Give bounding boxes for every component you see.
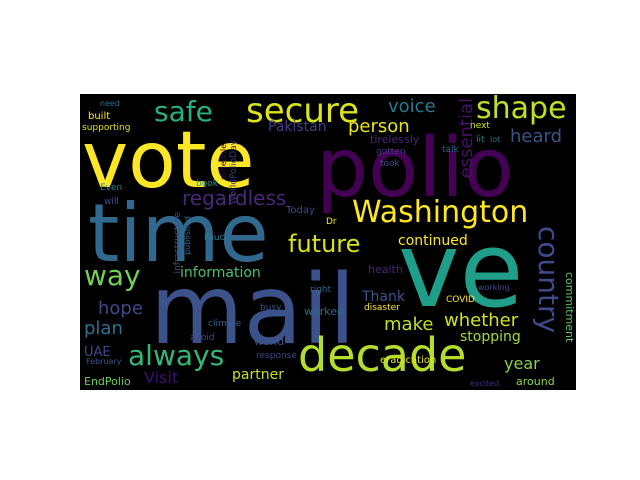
word-pakistan: Pakistan bbox=[268, 119, 327, 135]
word-february: February bbox=[86, 357, 122, 366]
word-year: year bbox=[504, 354, 540, 373]
word-disaster: disaster bbox=[364, 303, 400, 313]
word-time: time bbox=[88, 187, 269, 280]
word-stopping: stopping bbox=[460, 329, 521, 345]
word-ve: ve bbox=[398, 209, 524, 331]
word-climate: climate bbox=[208, 319, 242, 329]
word-country: country bbox=[532, 226, 565, 334]
word-working: working bbox=[478, 283, 510, 292]
word-talk: talk bbox=[442, 145, 459, 155]
word-book: book bbox=[196, 179, 218, 189]
word-lit: lit bbox=[476, 135, 485, 145]
word-around: around bbox=[516, 375, 555, 388]
word-commitment: commitment bbox=[563, 272, 576, 343]
word-whether: whether bbox=[444, 310, 519, 331]
word-infrastructure: infrastructure bbox=[173, 212, 183, 274]
word-uae: UAE bbox=[84, 345, 111, 360]
word-information: information bbox=[180, 265, 261, 281]
word-today: Today bbox=[286, 205, 315, 216]
word-regardless: regardless bbox=[182, 186, 287, 210]
word-right: right bbox=[310, 285, 332, 295]
word-make: make bbox=[384, 314, 434, 335]
word-eradication: eradication bbox=[380, 355, 437, 366]
word-lot: lot bbox=[490, 135, 501, 144]
word-worldpolioday: WorldPolioDay bbox=[229, 140, 239, 205]
word-tirelessly: tirelessly bbox=[370, 133, 420, 146]
word-visit: Visit bbox=[144, 368, 179, 387]
word-published: published bbox=[183, 216, 192, 255]
word-dr: Dr bbox=[326, 217, 337, 227]
word-heard: heard bbox=[510, 126, 563, 147]
word-busy: busy bbox=[260, 303, 282, 313]
word-essential: essential bbox=[456, 98, 477, 179]
word-avoid: avoid bbox=[190, 333, 215, 343]
word-supporting: supporting bbox=[82, 123, 131, 133]
word-took: took bbox=[380, 159, 400, 169]
word-shape: shape bbox=[476, 94, 567, 126]
word-even: Even bbox=[100, 183, 123, 193]
word-continued: continued bbox=[398, 233, 468, 249]
word-will: will bbox=[104, 197, 119, 207]
word-way: way bbox=[84, 259, 141, 292]
word-hope: hope bbox=[98, 298, 143, 319]
word-cloud: vote polio time mail ve decade Washingto… bbox=[80, 94, 576, 390]
word-worked: worked bbox=[304, 305, 344, 318]
word-always: always bbox=[128, 339, 225, 372]
word-next: next bbox=[470, 121, 490, 131]
word-endpolio: EndPolio bbox=[84, 375, 131, 388]
word-response: response bbox=[256, 351, 297, 361]
word-fauci: Fauci bbox=[204, 233, 228, 243]
word-partner: partner bbox=[232, 367, 284, 383]
word-health: health bbox=[368, 263, 403, 276]
word-vote: vote bbox=[82, 116, 255, 206]
word-mail: mail bbox=[150, 254, 356, 366]
word-voice: voice bbox=[388, 96, 436, 117]
word-polio: polio bbox=[316, 121, 514, 216]
word-thank: Thank bbox=[362, 289, 405, 305]
word-washington: Washington bbox=[352, 195, 529, 230]
word-gotten: gotten bbox=[376, 147, 406, 157]
word-secure: secure bbox=[246, 94, 360, 131]
word-excited: excited bbox=[470, 379, 500, 388]
word-need: need bbox=[100, 99, 120, 108]
word-safe: safe bbox=[154, 95, 213, 128]
word-plan: plan bbox=[84, 318, 123, 339]
word-covid: COVID bbox=[446, 295, 475, 305]
word-person: person bbox=[348, 116, 410, 137]
word-future: future bbox=[288, 230, 361, 258]
word-built: built bbox=[88, 111, 111, 122]
word-schedule: schedule bbox=[219, 144, 228, 180]
word-world: world bbox=[254, 335, 285, 348]
word-decade: decade bbox=[298, 328, 467, 382]
